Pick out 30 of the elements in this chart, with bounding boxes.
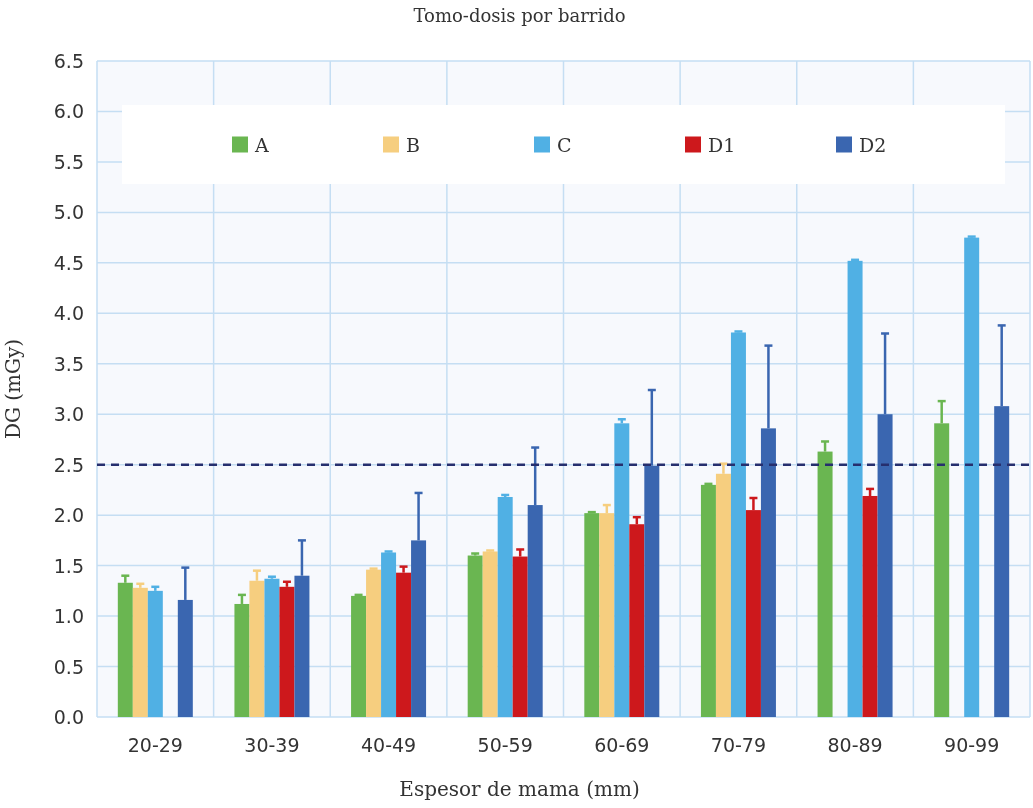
legend-label: A [254,133,269,156]
legend-label: D1 [708,133,736,156]
x-tick-label: 60-69 [594,734,650,756]
x-tick-label: 80-89 [827,734,883,756]
x-tick-label: 90-99 [944,734,1000,756]
legend-label: C [557,133,572,156]
y-tick-label: 6.5 [53,50,84,72]
y-tick-label: 3.0 [53,403,84,426]
y-tick-label: 3.5 [53,352,84,375]
x-tick-label: 70-79 [710,734,767,756]
y-tick-label: 5.0 [53,201,84,224]
x-tick-label: 40-49 [360,734,417,756]
x-tick-label: 30-39 [244,734,300,756]
chart-title: Tomo-dosis por barrido [413,5,626,26]
x-tick-label: 20-29 [127,734,183,756]
y-tick-label: 4.5 [53,251,84,274]
y-tick-label: 4.0 [53,302,84,325]
y-tick-label: 1.5 [53,554,84,577]
legend-label: D2 [859,133,887,156]
x-tick-label: 50-59 [477,734,533,756]
y-tick-label: 6.0 [53,100,84,123]
legend-label: B [406,133,420,156]
y-tick-label: 5.5 [53,150,84,173]
y-tick-label: 0.5 [53,655,84,678]
y-tick-label: 1.0 [53,605,84,628]
y-axis-title: DG (mGy) [1,338,25,440]
y-tick-label: 2.5 [53,453,84,476]
x-axis-title: Espesor de mama (mm) [399,777,640,801]
y-tick-label: 2.0 [53,504,84,527]
y-tick-label: 0.0 [53,706,84,728]
